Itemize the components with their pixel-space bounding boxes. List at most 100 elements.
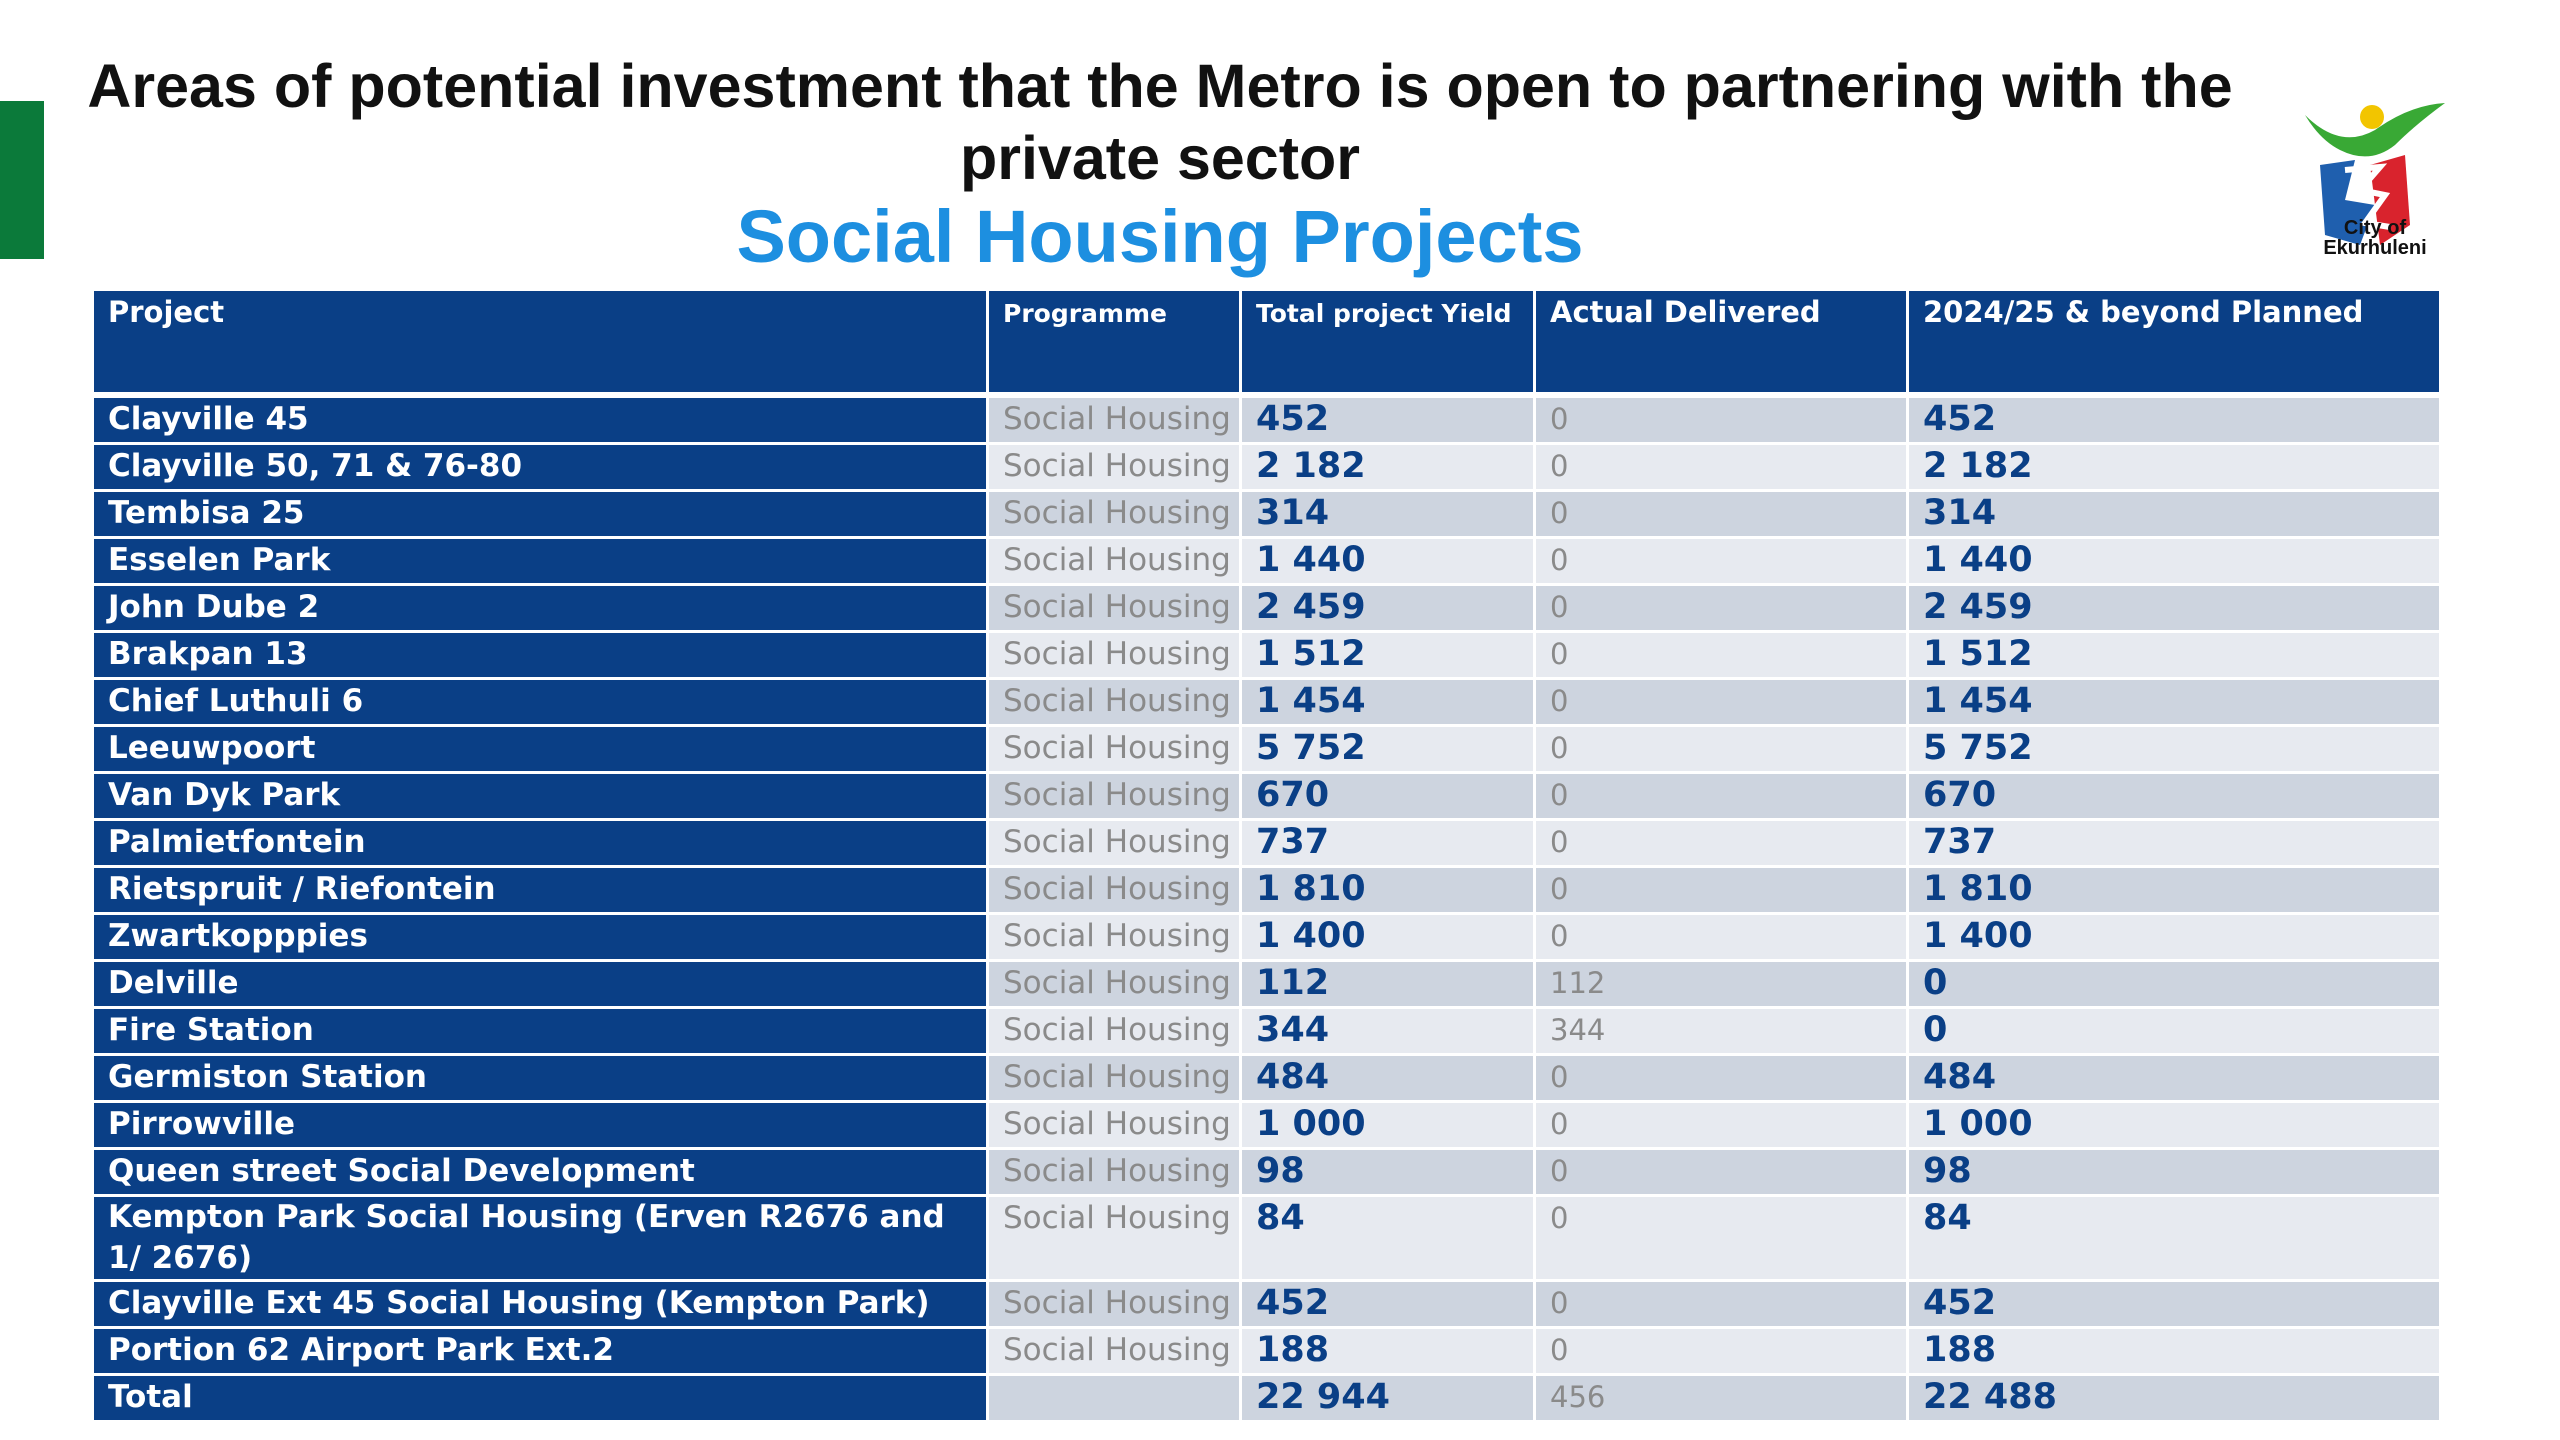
page-title: Areas of potential investment that the M… bbox=[87, 52, 2233, 192]
logo-green-swoosh bbox=[2305, 103, 2445, 157]
planned-cell: 1 400 bbox=[1909, 915, 2439, 962]
table-row: John Dube 2 Social Housing 2 459 0 2 459 bbox=[94, 586, 2439, 633]
side-accent-bar bbox=[0, 101, 44, 259]
project-cell: Portion 62 Airport Park Ext.2 bbox=[94, 1329, 989, 1376]
yield-cell: 1 454 bbox=[1242, 680, 1536, 727]
total-label-cell: Total bbox=[94, 1376, 989, 1423]
delivered-cell: 0 bbox=[1536, 680, 1909, 727]
delivered-cell: 0 bbox=[1536, 445, 1909, 492]
programme-cell: Social Housing bbox=[989, 1056, 1242, 1103]
yield-cell: 314 bbox=[1242, 492, 1536, 539]
programme-cell: Social Housing bbox=[989, 680, 1242, 727]
project-cell: John Dube 2 bbox=[94, 586, 989, 633]
programme-cell: Social Housing bbox=[989, 1103, 1242, 1150]
planned-cell: 484 bbox=[1909, 1056, 2439, 1103]
table-row: Clayville Ext 45 Social Housing (Kempton… bbox=[94, 1282, 2439, 1329]
project-cell: Queen street Social Development bbox=[94, 1150, 989, 1197]
project-cell: Tembisa 25 bbox=[94, 492, 989, 539]
column-header-programme: Programme bbox=[989, 291, 1242, 398]
project-cell: Clayville 45 bbox=[94, 398, 989, 445]
yield-cell: 484 bbox=[1242, 1056, 1536, 1103]
yield-cell: 2 182 bbox=[1242, 445, 1536, 492]
delivered-cell: 0 bbox=[1536, 1150, 1909, 1197]
total-yield-cell: 22 944 bbox=[1242, 1376, 1536, 1423]
header: Areas of potential investment that the M… bbox=[60, 50, 2260, 280]
delivered-cell: 0 bbox=[1536, 1103, 1909, 1150]
delivered-cell: 0 bbox=[1536, 1329, 1909, 1376]
programme-cell: Social Housing bbox=[989, 633, 1242, 680]
project-cell: Clayville Ext 45 Social Housing (Kempton… bbox=[94, 1282, 989, 1329]
delivered-cell: 0 bbox=[1536, 398, 1909, 445]
programme-cell: Social Housing bbox=[989, 821, 1242, 868]
delivered-cell: 344 bbox=[1536, 1009, 1909, 1056]
programme-cell: Social Housing bbox=[989, 445, 1242, 492]
table-row: Queen street Social Development Social H… bbox=[94, 1150, 2439, 1197]
delivered-cell: 0 bbox=[1536, 539, 1909, 586]
yield-cell: 344 bbox=[1242, 1009, 1536, 1056]
table-row: Clayville 50, 71 & 76-80 Social Housing … bbox=[94, 445, 2439, 492]
planned-cell: 0 bbox=[1909, 1009, 2439, 1056]
planned-cell: 452 bbox=[1909, 398, 2439, 445]
table-row: Clayville 45 Social Housing 452 0 452 bbox=[94, 398, 2439, 445]
logo-caption: City of Ekurhuleni bbox=[2323, 217, 2427, 259]
project-cell: Rietspruit / Riefontein bbox=[94, 868, 989, 915]
yield-cell: 1 400 bbox=[1242, 915, 1536, 962]
planned-cell: 1 000 bbox=[1909, 1103, 2439, 1150]
delivered-cell: 0 bbox=[1536, 868, 1909, 915]
project-cell: Germiston Station bbox=[94, 1056, 989, 1103]
planned-cell: 188 bbox=[1909, 1329, 2439, 1376]
column-header-planned: 2024/25 & beyond Planned bbox=[1909, 291, 2439, 398]
column-header-total-yield: Total project Yield bbox=[1242, 291, 1536, 398]
project-cell: Chief Luthuli 6 bbox=[94, 680, 989, 727]
table-row: Brakpan 13 Social Housing 1 512 0 1 512 bbox=[94, 633, 2439, 680]
planned-cell: 98 bbox=[1909, 1150, 2439, 1197]
programme-cell: Social Housing bbox=[989, 774, 1242, 821]
yield-cell: 1 440 bbox=[1242, 539, 1536, 586]
project-cell: Clayville 50, 71 & 76-80 bbox=[94, 445, 989, 492]
yield-cell: 1 000 bbox=[1242, 1103, 1536, 1150]
yield-cell: 1 810 bbox=[1242, 868, 1536, 915]
programme-cell: Social Housing bbox=[989, 727, 1242, 774]
yield-cell: 670 bbox=[1242, 774, 1536, 821]
project-cell: Van Dyk Park bbox=[94, 774, 989, 821]
planned-cell: 5 752 bbox=[1909, 727, 2439, 774]
page-subtitle: Social Housing Projects bbox=[736, 195, 1584, 278]
programme-cell: Social Housing bbox=[989, 492, 1242, 539]
project-cell: Brakpan 13 bbox=[94, 633, 989, 680]
planned-cell: 737 bbox=[1909, 821, 2439, 868]
table-row: Zwartkopppies Social Housing 1 400 0 1 4… bbox=[94, 915, 2439, 962]
yield-cell: 188 bbox=[1242, 1329, 1536, 1376]
total-delivered-cell: 456 bbox=[1536, 1376, 1909, 1423]
delivered-cell: 112 bbox=[1536, 962, 1909, 1009]
planned-cell: 314 bbox=[1909, 492, 2439, 539]
delivered-cell: 0 bbox=[1536, 915, 1909, 962]
delivered-cell: 0 bbox=[1536, 1056, 1909, 1103]
table-row: Tembisa 25 Social Housing 314 0 314 bbox=[94, 492, 2439, 539]
table-row: Kempton Park Social Housing (Erven R2676… bbox=[94, 1197, 2439, 1282]
table-row: Esselen Park Social Housing 1 440 0 1 44… bbox=[94, 539, 2439, 586]
programme-cell: Social Housing bbox=[989, 868, 1242, 915]
programme-cell: Social Housing bbox=[989, 1009, 1242, 1056]
delivered-cell: 0 bbox=[1536, 774, 1909, 821]
project-cell: Palmietfontein bbox=[94, 821, 989, 868]
table-row: Delville Social Housing 112 112 0 bbox=[94, 962, 2439, 1009]
yield-cell: 112 bbox=[1242, 962, 1536, 1009]
yield-cell: 98 bbox=[1242, 1150, 1536, 1197]
programme-cell: Social Housing bbox=[989, 1197, 1242, 1282]
delivered-cell: 0 bbox=[1536, 633, 1909, 680]
planned-cell: 2 459 bbox=[1909, 586, 2439, 633]
table-total-row: Total 22 944 456 22 488 bbox=[94, 1376, 2439, 1423]
project-cell: Delville bbox=[94, 962, 989, 1009]
programme-cell: Social Housing bbox=[989, 962, 1242, 1009]
table-header-row: Project Programme Total project Yield Ac… bbox=[94, 291, 2439, 398]
delivered-cell: 0 bbox=[1536, 586, 1909, 633]
yield-cell: 1 512 bbox=[1242, 633, 1536, 680]
table-row: Germiston Station Social Housing 484 0 4… bbox=[94, 1056, 2439, 1103]
programme-cell: Social Housing bbox=[989, 1329, 1242, 1376]
table-row: Pirrowville Social Housing 1 000 0 1 000 bbox=[94, 1103, 2439, 1150]
programme-cell bbox=[989, 1376, 1242, 1423]
yield-cell: 84 bbox=[1242, 1197, 1536, 1282]
planned-cell: 1 512 bbox=[1909, 633, 2439, 680]
planned-cell: 670 bbox=[1909, 774, 2439, 821]
planned-cell: 1 810 bbox=[1909, 868, 2439, 915]
